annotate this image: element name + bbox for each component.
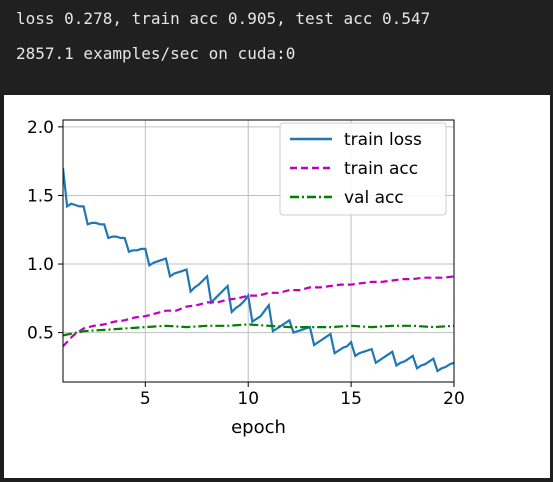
legend-label-train-loss: train loss: [344, 130, 422, 150]
x-tick-label-1: 10: [237, 389, 259, 409]
plot-output: 5 10 15 20 0.5 1.0 1.5 2.0 epoch train loss train…: [4, 95, 550, 478]
series-train-acc: [63, 275, 454, 348]
x-tick-label-0: 5: [140, 389, 151, 409]
x-tick-label-2: 15: [340, 389, 362, 409]
legend-label-val-acc: val acc: [344, 188, 404, 208]
console-line-throughput: 2857.1 examples/sec on cuda:0: [16, 44, 296, 63]
y-tick-label-1: 1.0: [27, 255, 54, 275]
series-layer: [63, 167, 454, 373]
x-tick-label-3: 20: [443, 389, 465, 409]
series-val-acc: [63, 323, 454, 337]
y-tick-label-3: 2.0: [27, 118, 54, 138]
legend-label-train-acc: train acc: [344, 159, 418, 179]
y-tick-label-0: 0.5: [27, 324, 54, 344]
plot-frame: [62, 119, 455, 383]
x-axis-label: epoch: [231, 417, 286, 438]
console-output: loss 0.278, train acc 0.905, test acc 0.…: [0, 0, 553, 92]
legend: train loss train acc val acc: [279, 122, 447, 216]
legend-box: [279, 122, 447, 216]
console-line-metrics: loss 0.278, train acc 0.905, test acc 0.…: [16, 9, 431, 28]
series-train-loss: [63, 167, 454, 373]
y-tick-label-2: 1.5: [27, 186, 54, 206]
axes: 5 10 15 20 0.5 1.0 1.5 2.0 epoch: [27, 118, 465, 438]
